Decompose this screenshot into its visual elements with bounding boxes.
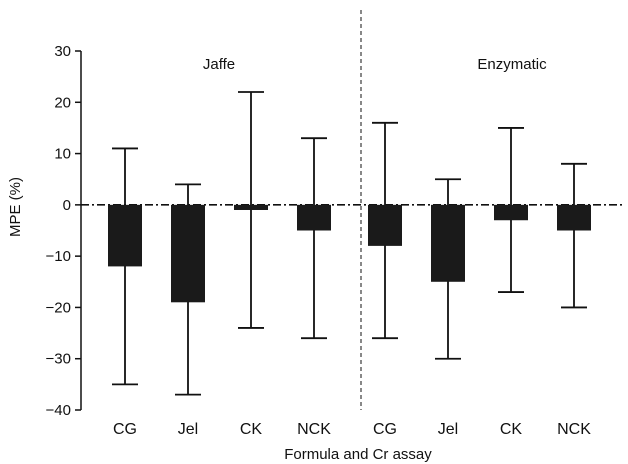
x-category-label: Jel (178, 421, 198, 438)
bar-cg (368, 204, 402, 246)
bar-cg (108, 204, 142, 267)
y-axis-label: MPE (%) (7, 177, 24, 237)
y-tick-label: −40 (46, 402, 71, 419)
x-category-label: Jel (438, 421, 458, 438)
bar-nck (297, 204, 331, 231)
x-category-label: CG (113, 421, 137, 438)
bar-ck (234, 204, 268, 210)
bar-nck (557, 204, 591, 231)
bar-jel (171, 204, 205, 303)
y-tick-label: 30 (54, 43, 71, 60)
y-tick-label: −10 (46, 248, 71, 265)
plot-area: 30 20 10 0 −10 −20 −30 −40 Jaffe CG Jel CK NCK Enzyma… (46, 10, 625, 438)
y-tick-label: 0 (63, 197, 71, 214)
x-axis-label: Formula and Cr assay (284, 446, 432, 463)
y-tick-label: 10 (54, 146, 71, 163)
group-label: Jaffe (203, 56, 235, 73)
group-label: Enzymatic (477, 56, 547, 73)
x-category-label: NCK (297, 421, 331, 438)
x-category-label: CK (240, 421, 263, 438)
y-tick-label: −20 (46, 299, 71, 316)
bar-ck (494, 204, 528, 221)
x-category-label: NCK (557, 421, 591, 438)
x-category-label: CK (500, 421, 523, 438)
y-tick-label: 20 (54, 94, 71, 111)
x-category-label: CG (373, 421, 397, 438)
bar-jel (431, 204, 465, 282)
y-tick-label: −30 (46, 351, 71, 368)
